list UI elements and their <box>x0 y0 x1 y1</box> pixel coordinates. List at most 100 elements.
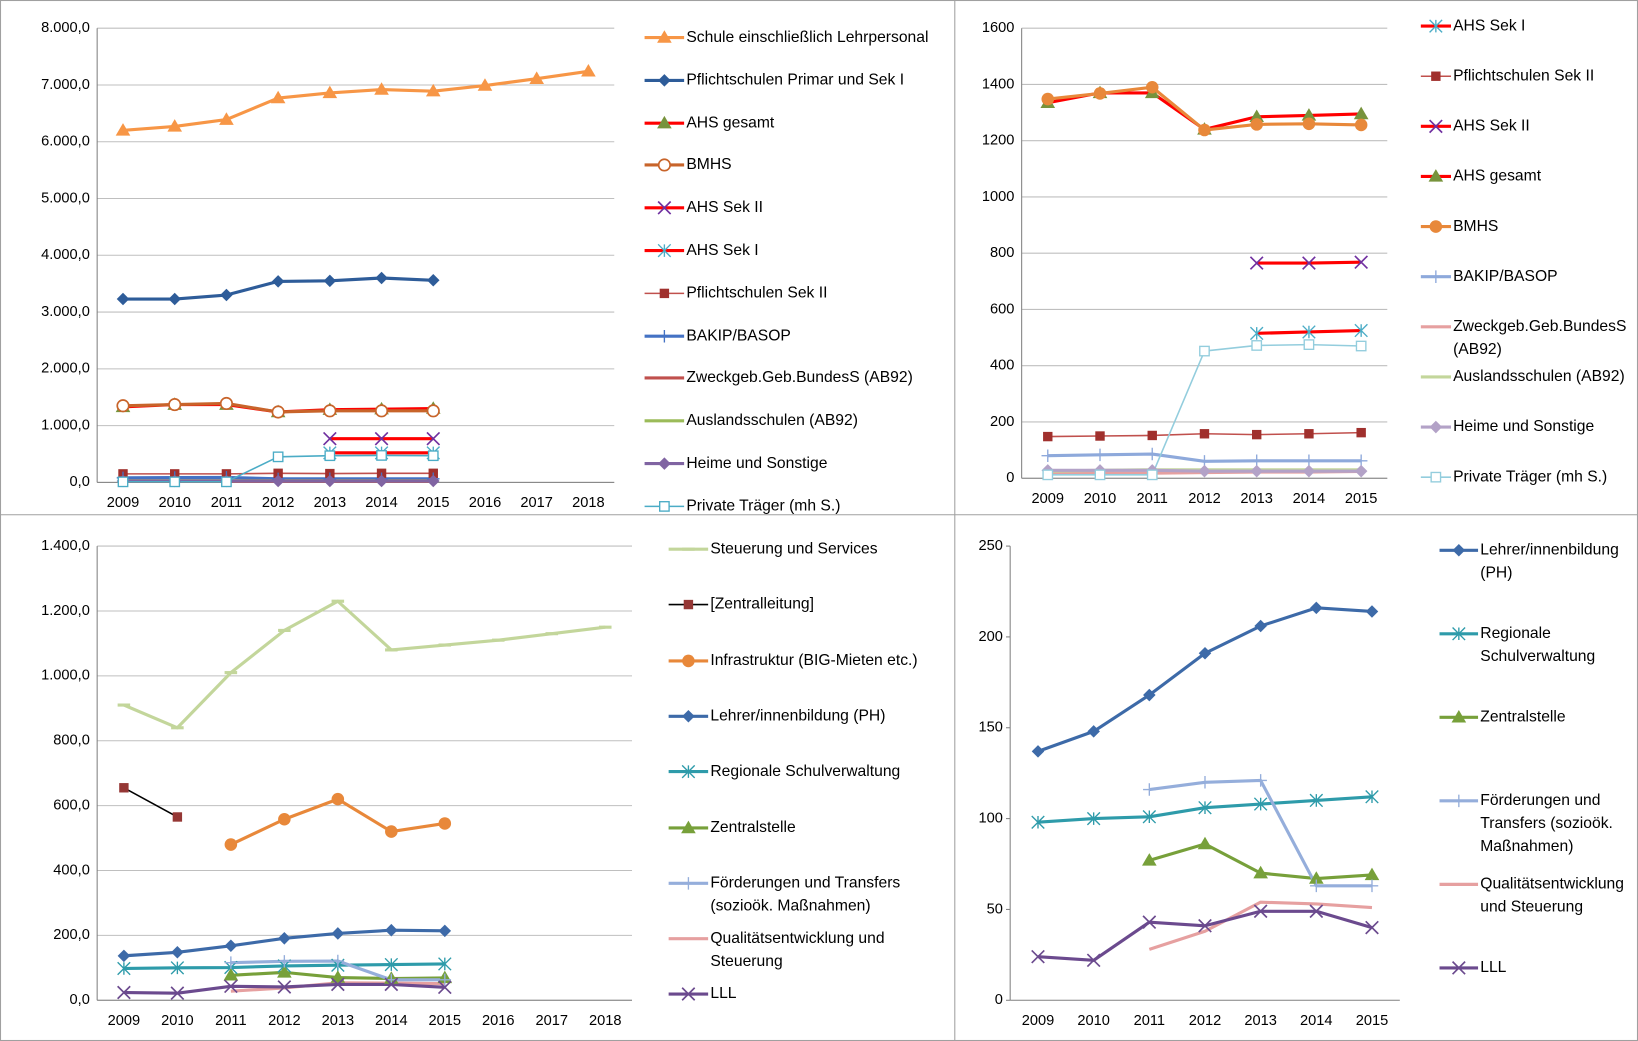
plot <box>1040 80 1369 481</box>
legend-label: Auslandsschulen (AB92) <box>1453 367 1625 386</box>
marker <box>1142 810 1157 824</box>
marker <box>1364 867 1380 881</box>
legend-swatch <box>668 654 709 667</box>
marker <box>1354 323 1368 338</box>
marker <box>277 965 292 978</box>
marker <box>1429 220 1443 233</box>
legend-label: Steuerung und Services <box>710 539 878 558</box>
legend-swatch <box>644 243 685 258</box>
marker <box>1145 80 1159 94</box>
legend-label: Schule einschließlich Lehrpersonal <box>686 28 929 46</box>
y-tick-label: 200 <box>978 629 1002 645</box>
marker <box>1254 619 1267 633</box>
marker <box>385 825 398 838</box>
x-tick-label: 2009 <box>1032 491 1065 507</box>
y-tick-label: 1.000,0 <box>41 668 90 684</box>
series-line <box>123 599 606 730</box>
y-tick-label: 600 <box>990 301 1014 317</box>
legend-swatch <box>1439 961 1479 975</box>
x-tick-label: 2010 <box>1084 491 1117 507</box>
marker <box>682 709 695 723</box>
x-tick-label: 2014 <box>375 1013 408 1029</box>
marker <box>170 961 185 975</box>
x-tick-label: 2010 <box>158 495 191 511</box>
marker <box>1310 601 1323 615</box>
marker <box>1252 429 1262 440</box>
legend-swatch <box>1420 220 1452 233</box>
y-tick-label: 5.000,0 <box>41 190 90 206</box>
marker <box>168 398 182 412</box>
marker <box>681 765 696 779</box>
y-tick-label: 1.000,0 <box>41 417 90 433</box>
legend-label: Regionale Schulverwaltung <box>710 762 901 781</box>
x-tick-label: 2015 <box>417 495 450 511</box>
y-tick-label: 0,0 <box>70 474 90 490</box>
marker <box>117 949 131 963</box>
marker <box>117 961 131 976</box>
legend-label: Auslandsschulen (AB92) <box>686 411 858 430</box>
legend-label: LLL <box>710 985 737 1003</box>
marker <box>1353 106 1369 120</box>
marker <box>271 405 285 419</box>
x-tick-label: 2017 <box>520 495 553 511</box>
y-tick-label: 4.000,0 <box>41 247 90 263</box>
marker <box>581 64 596 77</box>
marker <box>219 396 234 411</box>
marker <box>682 654 695 667</box>
x-tick-label: 2014 <box>365 495 398 511</box>
marker <box>1365 920 1379 935</box>
legend-label: Private Träger (mh S.) <box>1453 467 1608 486</box>
legend-swatch <box>668 547 709 551</box>
legend-swatch <box>668 987 709 1002</box>
marker <box>1094 469 1106 481</box>
x-tick-label: 2013 <box>1240 491 1273 507</box>
marker <box>384 957 399 972</box>
marker <box>657 158 671 172</box>
marker <box>172 812 183 822</box>
marker <box>1310 879 1323 893</box>
marker <box>1198 800 1212 815</box>
x-tick-label: 2016 <box>482 1013 515 1029</box>
legend-label: BMHS <box>686 155 732 174</box>
marker <box>425 83 441 97</box>
marker <box>271 275 285 288</box>
legend-swatch <box>644 158 685 172</box>
marker <box>374 82 389 95</box>
x-tick-label: 2011 <box>1134 1013 1165 1029</box>
marker <box>170 986 185 1000</box>
marker <box>323 274 337 288</box>
plot <box>1031 601 1380 968</box>
marker <box>438 924 452 938</box>
marker <box>681 820 696 833</box>
marker <box>1087 725 1100 738</box>
y-tick-label: 0 <box>1006 470 1014 486</box>
legend-swatch <box>644 419 685 423</box>
plot <box>115 64 596 488</box>
legend-label: Lehrer/innenbildung (PH) <box>710 706 886 725</box>
marker <box>1199 345 1210 357</box>
legend-swatch <box>1420 169 1452 182</box>
marker <box>1354 118 1368 132</box>
y-tick-label: 1600 <box>982 20 1015 36</box>
marker <box>1309 793 1324 808</box>
legend-label: Heime und Sonstige <box>1453 417 1595 436</box>
marker <box>1095 431 1105 441</box>
legend-swatch <box>1420 71 1452 81</box>
marker <box>1198 647 1212 660</box>
legend-label: Private Träger (mh S.) <box>686 496 841 515</box>
legend-label: BAKIP/BASOP <box>686 326 791 345</box>
x-tick-label: 2015 <box>1345 491 1378 507</box>
legend-swatch <box>1420 325 1452 329</box>
y-tick-label: 800,0 <box>53 733 90 749</box>
legend-label: Förderungen und Transfers (sozioök. Maßn… <box>1480 791 1613 856</box>
legend-label: BMHS <box>1453 217 1499 235</box>
y-tick-label: 2.000,0 <box>41 361 90 377</box>
legend-swatch <box>668 600 709 610</box>
marker <box>681 987 696 1002</box>
legend-swatch <box>644 500 685 512</box>
marker <box>1429 19 1443 33</box>
marker <box>1429 270 1443 283</box>
y-tick-label: 150 <box>978 720 1002 736</box>
